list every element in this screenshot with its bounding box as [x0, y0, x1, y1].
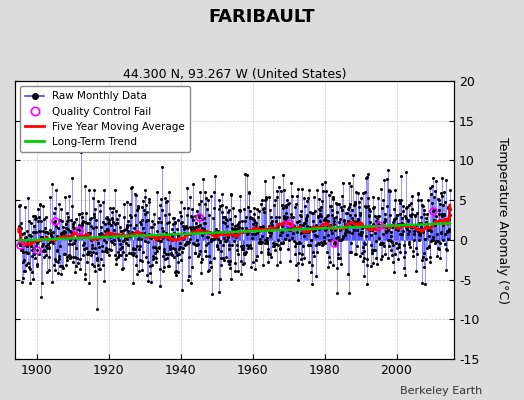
Text: FARIBAULT: FARIBAULT: [209, 8, 315, 26]
Legend: Raw Monthly Data, Quality Control Fail, Five Year Moving Average, Long-Term Tren: Raw Monthly Data, Quality Control Fail, …: [20, 86, 190, 152]
Title: 44.300 N, 93.267 W (United States): 44.300 N, 93.267 W (United States): [123, 68, 346, 81]
Y-axis label: Temperature Anomaly (°C): Temperature Anomaly (°C): [496, 136, 509, 304]
Text: Berkeley Earth: Berkeley Earth: [400, 386, 482, 396]
